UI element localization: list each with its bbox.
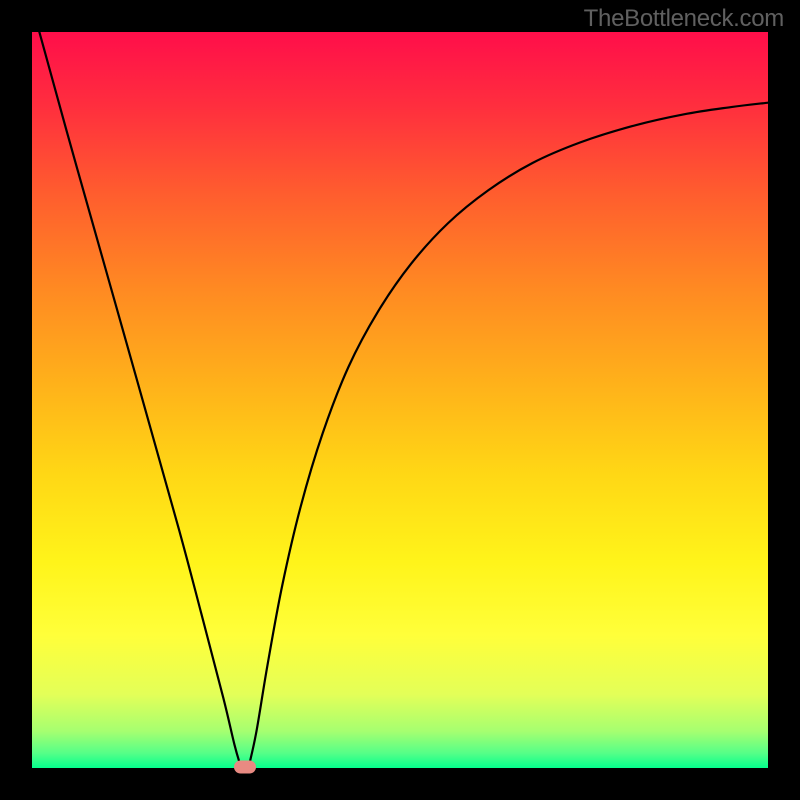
watermark-text: TheBottleneck.com	[584, 5, 784, 33]
curve-layer	[32, 32, 768, 768]
minimum-marker	[234, 760, 256, 773]
curve-right-leg	[249, 103, 768, 765]
chart-container: TheBottleneck.com	[0, 0, 800, 800]
curve-left-leg	[39, 32, 240, 765]
plot-area	[32, 32, 768, 768]
